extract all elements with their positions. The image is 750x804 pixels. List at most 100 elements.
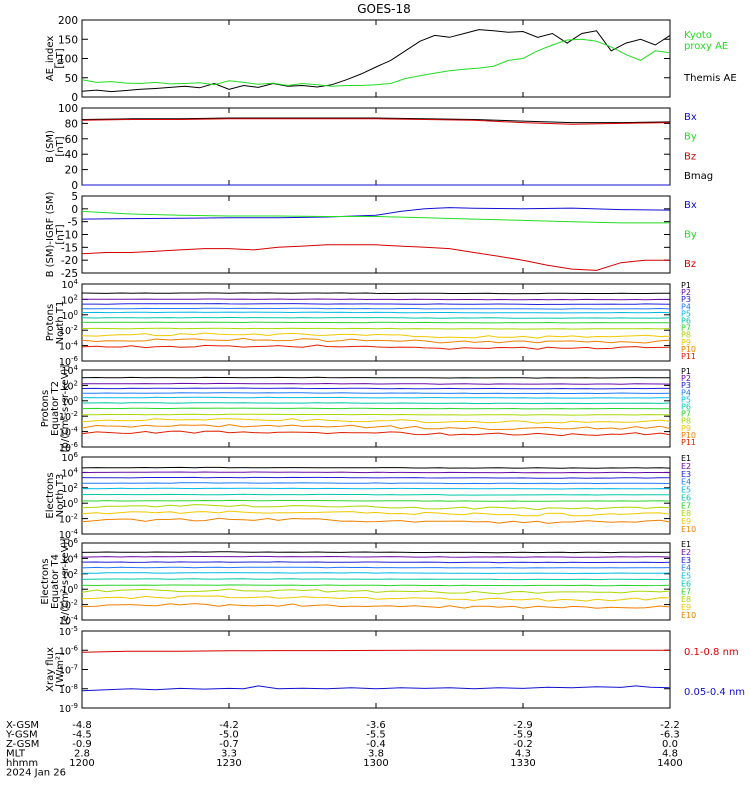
- electrons-t3-ytick-label: 100: [61, 497, 78, 510]
- xaxis-value-hhmm: 1400: [657, 758, 682, 769]
- protons-t1-channel-p5: [81, 311, 671, 314]
- electrons-t4-ylabel: Electrons: [40, 558, 51, 604]
- electrons-t3-channel-e10: [81, 517, 671, 524]
- b-igrf-ytick-label: 5: [71, 191, 78, 203]
- electrons-t3-legend-e3: E3: [681, 470, 691, 479]
- b-sm-legend-2: Bz: [684, 151, 696, 162]
- protons-t1-channel-p4: [82, 307, 671, 310]
- electrons-t4-ylabel: [e/(cm²-s-sr-keV)]: [60, 538, 71, 626]
- xaxis-row-label-z-gsm: Z-GSM: [6, 739, 39, 750]
- b-igrf-ytick-label: 0: [71, 204, 78, 216]
- protons-t1-legend-p8: P8: [681, 331, 691, 340]
- protons-t2-channel-p1: [81, 376, 670, 379]
- b-sm-ytick-label: 20: [65, 165, 78, 177]
- xaxis-row-label-hhmm: hhmm: [6, 758, 38, 769]
- protons-t1-legend-p2: P2: [681, 288, 691, 297]
- electrons-t3-legend-e6: E6: [681, 493, 691, 502]
- electrons-t4-ytick-label: 10-4: [59, 614, 79, 627]
- xaxis-value-z-gsm: 0.0: [662, 739, 678, 750]
- xray-frame: [81, 630, 671, 709]
- plot-title: GOES-18: [357, 2, 411, 16]
- ae-index-ytick-label: 200: [58, 15, 78, 27]
- protons-t1-legend-p1: P1: [681, 281, 691, 290]
- electrons-t3-legend-e10: E10: [681, 525, 696, 534]
- electrons-t4-channel-e3: [81, 561, 671, 564]
- b-igrf-ytick-label: -25: [61, 268, 78, 280]
- electrons-t4-legend-e2: E2: [681, 548, 691, 557]
- xray-ytick-label: 10-9: [59, 702, 78, 715]
- protons-t1-channel-p8: [81, 327, 671, 330]
- protons-t1-legend-p5: P5: [681, 309, 691, 318]
- b-sm-ytick-label: 40: [65, 149, 78, 161]
- protons-t2-legend-p10: P10: [681, 431, 696, 440]
- electrons-t4-ytick-label: 106: [61, 537, 78, 550]
- protons-t1-channel-p2: [82, 298, 671, 301]
- b-igrf-ytick-label: -5: [68, 217, 78, 229]
- electrons-t4-legend-e5: E5: [681, 572, 691, 581]
- ae-index-legend-1: proxy AE: [684, 41, 728, 52]
- xaxis-value-y-gsm: -5.9: [513, 730, 533, 741]
- protons-t1-channel-p6: [81, 316, 671, 319]
- protons-t2-ytick-label: 104: [61, 364, 78, 377]
- protons-t1-channel-p1: [81, 292, 671, 295]
- protons-t1-ytick-label: 102: [61, 293, 78, 306]
- electrons-t3-legend-e1: E1: [681, 454, 691, 463]
- protons-t1-legend-p3: P3: [681, 295, 691, 304]
- electrons-t3-channel-e7: [81, 499, 671, 502]
- electrons-t4-legend-e7: E7: [681, 587, 691, 596]
- electrons-t3-channel-e3: [81, 476, 670, 479]
- ae-index-ytick-label: 150: [58, 34, 78, 46]
- protons-t1-ylabel: Protons: [45, 304, 56, 341]
- xray-ytick-label: 10-8: [59, 683, 78, 696]
- b-igrf-ylabel: B (SM)-IGRF (SM): [45, 192, 56, 278]
- electrons-t3-channel-e6: [81, 493, 671, 496]
- electrons-t4-channel-e5: [82, 572, 671, 575]
- b-sm-ytick-label: 0: [71, 180, 78, 192]
- electrons-t4-channel-e2: [81, 555, 671, 558]
- electrons-t3-ytick-label: 10-2: [59, 513, 78, 526]
- xaxis-value-hhmm: 1200: [69, 758, 94, 769]
- ae-index-ylabel: AE_index: [45, 36, 56, 82]
- protons-t1-ytick-label: 10-6: [59, 355, 79, 368]
- xaxis-date: 2024 Jan 26: [6, 768, 66, 779]
- electrons-t4-ylabel: Equator T4: [50, 554, 61, 609]
- electrons-t4-legend-e4: E4: [681, 564, 691, 573]
- protons-t1-legend-p6: P6: [681, 317, 691, 326]
- electrons-t4-ytick-label: 10-2: [59, 599, 78, 612]
- electrons-t4-channel-e6: [81, 578, 671, 581]
- electrons-t3-ytick-label: 104: [61, 466, 78, 479]
- protons-t2-channel-p9: [81, 418, 671, 424]
- ae-index-frame: [81, 19, 671, 98]
- xray-ytick-label: 10-7: [59, 664, 78, 677]
- xaxis-value-z-gsm: -0.2: [513, 739, 533, 750]
- electrons-t3-ytick-label: 106: [61, 451, 78, 464]
- protons-t1-channel-p7: [81, 321, 670, 324]
- electrons-t3-ylabel: Electrons: [45, 472, 56, 518]
- b-sm-ytick-label: 100: [58, 103, 78, 115]
- protons-t2-legend-p3: P3: [681, 381, 691, 390]
- b-igrf-legend-2: Bz: [684, 259, 696, 270]
- b-sm-ylabel: [nT]: [55, 136, 66, 156]
- electrons-t4-channel-e4: [81, 566, 671, 569]
- xray-ylabel: [W/m²]: [55, 652, 66, 687]
- electrons-t3-channel-e8: [81, 504, 671, 511]
- protons-t2-channel-p8: [81, 413, 671, 416]
- xray-ylabel: Xray flux: [45, 647, 56, 692]
- xaxis-value-x-gsm: -4.2: [219, 720, 239, 731]
- electrons-t4-legend-e3: E3: [681, 556, 691, 565]
- xaxis-value-z-gsm: -0.9: [72, 739, 92, 750]
- xaxis-value-x-gsm: -4.8: [72, 720, 92, 731]
- protons-t1-legend-p10: P10: [681, 345, 696, 354]
- protons-t2-ytick-label: 100: [61, 395, 78, 408]
- xaxis-value-mlt: 3.3: [221, 749, 237, 760]
- b-sm-series-bmag: [81, 117, 671, 124]
- xaxis-value-mlt: 4.3: [515, 749, 531, 760]
- protons-t2-channel-p6: [81, 402, 671, 405]
- xaxis-row-label-x-gsm: X-GSM: [6, 720, 39, 731]
- b-igrf-frame: [81, 195, 671, 274]
- protons-t2-legend-p8: P8: [681, 417, 691, 426]
- electrons-t4-ytick-label: 104: [61, 552, 78, 565]
- electrons-t3-legend-e2: E2: [681, 462, 691, 471]
- b-igrf-legend-1: By: [684, 230, 697, 241]
